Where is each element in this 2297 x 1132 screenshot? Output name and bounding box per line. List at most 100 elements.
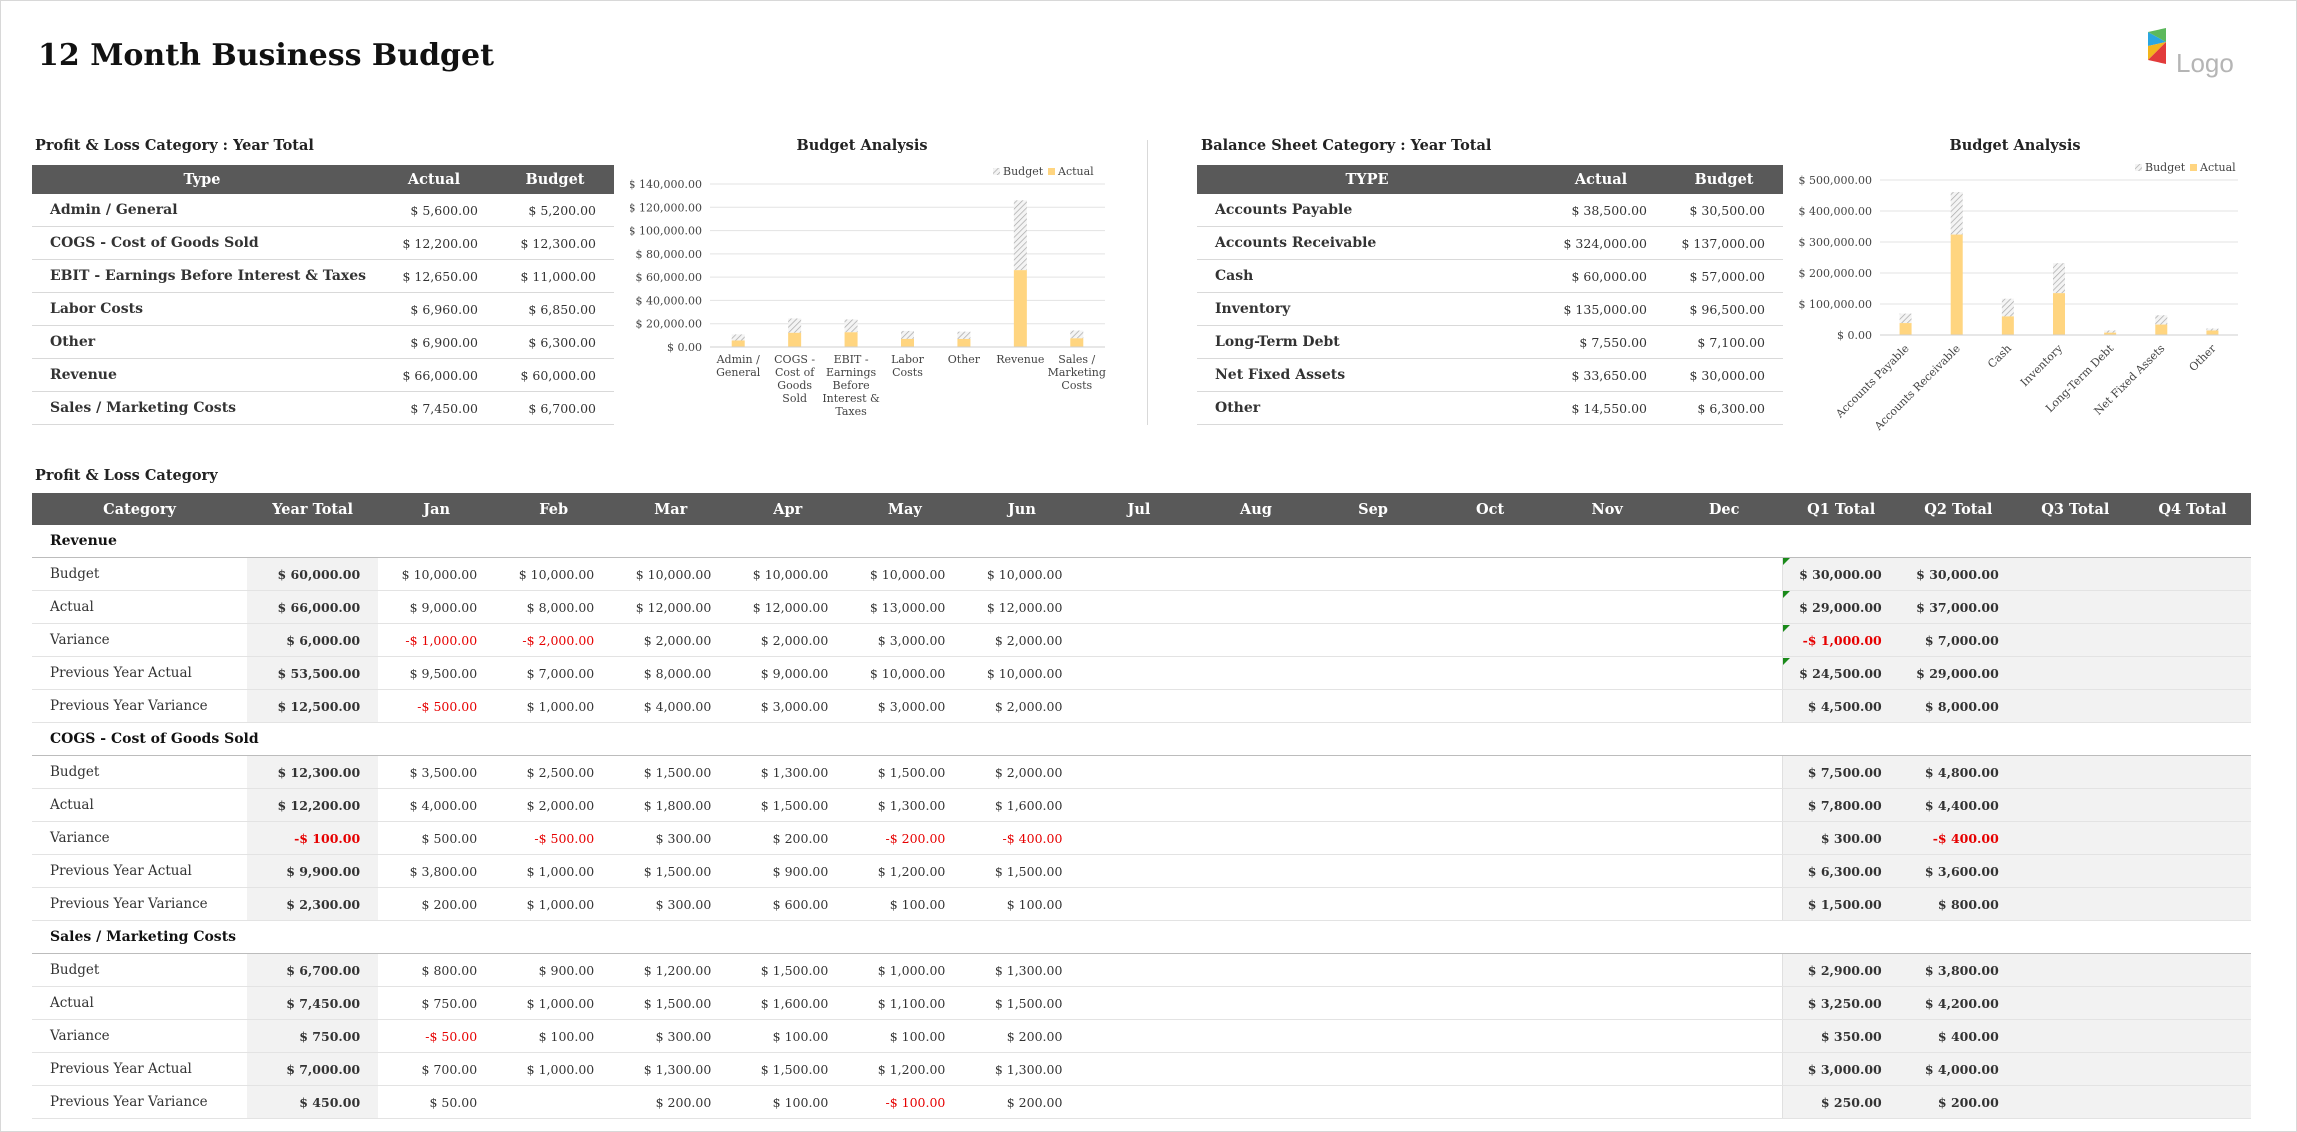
quarter-cell[interactable]: $ 3,600.00 xyxy=(1899,854,2017,888)
month-cell[interactable]: $ 2,000.00 xyxy=(963,623,1081,657)
month-cell[interactable] xyxy=(1080,656,1198,690)
row-actual[interactable]: $ 6,960.00 xyxy=(372,292,496,326)
row-type[interactable]: Accounts Receivable xyxy=(1197,226,1537,260)
month-cell[interactable] xyxy=(1548,986,1666,1020)
month-cell[interactable]: $ 1,500.00 xyxy=(729,1052,847,1086)
year-total-cell[interactable]: $ 12,500.00 xyxy=(247,689,379,723)
month-cell[interactable] xyxy=(1080,986,1198,1020)
month-cell[interactable] xyxy=(1431,854,1549,888)
quarter-cell[interactable]: $ 4,400.00 xyxy=(1899,788,2017,822)
row-budget[interactable]: $ 6,300.00 xyxy=(496,325,614,359)
month-cell[interactable] xyxy=(1080,854,1198,888)
month-cell[interactable] xyxy=(1431,1019,1549,1053)
row-budget[interactable]: $ 60,000.00 xyxy=(496,358,614,392)
month-cell[interactable]: $ 1,300.00 xyxy=(963,953,1081,987)
quarter-cell[interactable] xyxy=(2016,953,2134,987)
month-cell[interactable] xyxy=(1548,788,1666,822)
row-label[interactable]: Budget xyxy=(32,953,248,987)
month-cell[interactable] xyxy=(1080,821,1198,855)
month-cell[interactable] xyxy=(1197,1052,1315,1086)
quarter-cell[interactable]: $ 37,000.00 xyxy=(1899,590,2017,624)
quarter-cell[interactable]: $ 1,500.00 xyxy=(1782,887,1900,921)
month-cell[interactable]: $ 1,500.00 xyxy=(612,755,730,789)
quarter-cell[interactable]: $ 7,800.00 xyxy=(1782,788,1900,822)
month-cell[interactable] xyxy=(1548,1085,1666,1119)
month-cell[interactable]: $ 1,300.00 xyxy=(729,755,847,789)
quarter-cell[interactable]: $ 30,000.00 xyxy=(1899,557,2017,591)
month-cell[interactable]: $ 10,000.00 xyxy=(495,557,613,591)
month-cell[interactable]: $ 3,000.00 xyxy=(846,623,964,657)
quarter-cell[interactable] xyxy=(2133,590,2251,624)
month-cell[interactable]: $ 2,000.00 xyxy=(495,788,613,822)
col-header-aug[interactable]: Aug xyxy=(1197,493,1315,525)
month-cell[interactable] xyxy=(1431,986,1549,1020)
row-label[interactable]: Budget xyxy=(32,755,248,789)
month-cell[interactable] xyxy=(1080,689,1198,723)
quarter-cell[interactable] xyxy=(2016,689,2134,723)
col-header-sep[interactable]: Sep xyxy=(1314,493,1432,525)
quarter-cell[interactable]: $ 3,800.00 xyxy=(1899,953,2017,987)
month-cell[interactable]: $ 1,100.00 xyxy=(846,986,964,1020)
month-cell[interactable]: $ 700.00 xyxy=(378,1052,496,1086)
month-cell[interactable]: $ 7,000.00 xyxy=(495,656,613,690)
month-cell[interactable]: $ 1,500.00 xyxy=(846,755,964,789)
row-label[interactable]: Previous Year Variance xyxy=(32,887,248,921)
month-cell[interactable] xyxy=(1314,1085,1432,1119)
month-cell[interactable] xyxy=(1197,1019,1315,1053)
row-type[interactable]: Other xyxy=(32,325,372,359)
month-cell[interactable] xyxy=(1197,689,1315,723)
month-cell[interactable]: -$ 2,000.00 xyxy=(495,623,613,657)
month-cell[interactable] xyxy=(1197,590,1315,624)
quarter-cell[interactable]: $ 200.00 xyxy=(1899,1085,2017,1119)
month-cell[interactable] xyxy=(1197,986,1315,1020)
quarter-cell[interactable]: $ 7,000.00 xyxy=(1899,623,2017,657)
month-cell[interactable] xyxy=(1314,689,1432,723)
row-budget[interactable]: $ 30,500.00 xyxy=(1665,194,1783,227)
month-cell[interactable]: $ 100.00 xyxy=(729,1019,847,1053)
month-cell[interactable]: $ 1,200.00 xyxy=(612,953,730,987)
row-actual[interactable]: $ 324,000.00 xyxy=(1537,226,1665,260)
month-cell[interactable]: $ 1,200.00 xyxy=(846,854,964,888)
quarter-cell[interactable] xyxy=(2016,854,2134,888)
month-cell[interactable] xyxy=(1080,623,1198,657)
month-cell[interactable]: -$ 400.00 xyxy=(963,821,1081,855)
row-budget[interactable]: $ 6,700.00 xyxy=(496,391,614,425)
month-cell[interactable] xyxy=(1431,953,1549,987)
col-header-jun[interactable]: Jun xyxy=(963,493,1081,525)
month-cell[interactable]: $ 1,500.00 xyxy=(963,986,1081,1020)
month-cell[interactable]: $ 2,000.00 xyxy=(612,623,730,657)
row-type[interactable]: Long-Term Debt xyxy=(1197,325,1537,359)
row-label[interactable]: Variance xyxy=(32,623,248,657)
month-cell[interactable] xyxy=(1665,887,1784,921)
col-header-dec[interactable]: Dec xyxy=(1665,493,1783,525)
month-cell[interactable]: $ 1,000.00 xyxy=(495,689,613,723)
quarter-cell[interactable] xyxy=(2016,788,2134,822)
row-type[interactable]: Other xyxy=(1197,391,1537,425)
quarter-cell[interactable] xyxy=(2133,1085,2251,1119)
row-budget[interactable]: $ 11,000.00 xyxy=(496,259,614,293)
month-cell[interactable] xyxy=(1548,854,1666,888)
month-cell[interactable] xyxy=(1080,953,1198,987)
month-cell[interactable]: $ 1,600.00 xyxy=(729,986,847,1020)
month-cell[interactable] xyxy=(1314,1052,1432,1086)
month-cell[interactable] xyxy=(1431,656,1549,690)
month-cell[interactable] xyxy=(1314,557,1432,591)
month-cell[interactable]: $ 13,000.00 xyxy=(846,590,964,624)
month-cell[interactable]: $ 100.00 xyxy=(729,1085,847,1119)
month-cell[interactable] xyxy=(1431,689,1549,723)
col-header-year-total[interactable]: Year Total xyxy=(247,493,379,525)
row-type[interactable]: EBIT - Earnings Before Interest & Taxes xyxy=(32,259,372,293)
month-cell[interactable]: $ 10,000.00 xyxy=(378,557,496,591)
month-cell[interactable] xyxy=(1080,755,1198,789)
month-cell[interactable]: $ 8,000.00 xyxy=(495,590,613,624)
row-label[interactable]: Previous Year Variance xyxy=(32,689,248,723)
row-budget[interactable]: $ 6,850.00 xyxy=(496,292,614,326)
quarter-cell[interactable] xyxy=(2016,590,2134,624)
month-cell[interactable]: $ 4,000.00 xyxy=(378,788,496,822)
col-header-budget[interactable]: Budget xyxy=(1665,165,1783,194)
quarter-cell[interactable]: $ 8,000.00 xyxy=(1899,689,2017,723)
month-cell[interactable] xyxy=(1314,755,1432,789)
quarter-cell[interactable] xyxy=(2133,986,2251,1020)
col-header-mar[interactable]: Mar xyxy=(612,493,730,525)
month-cell[interactable] xyxy=(1080,557,1198,591)
